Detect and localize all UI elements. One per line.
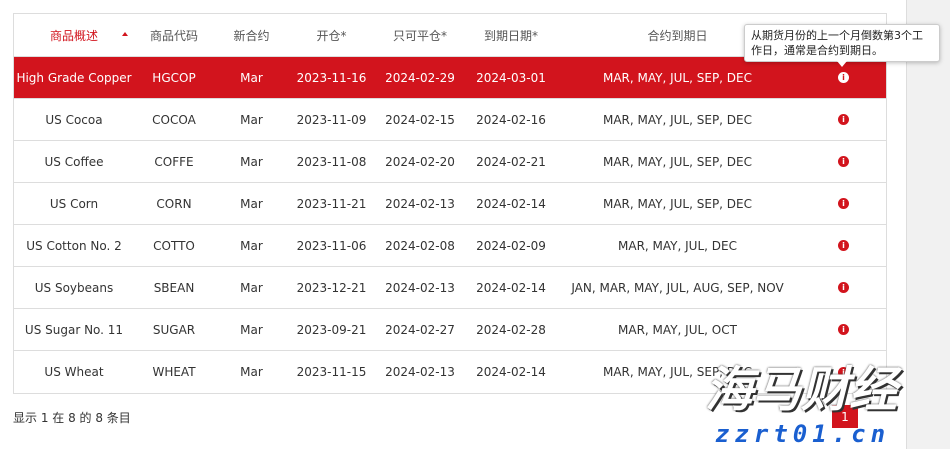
table-cell: 2023-11-15 <box>296 365 367 379</box>
table-cell: SUGAR <box>152 322 196 337</box>
table-cell: Mar <box>240 238 263 253</box>
table-cell: MAR, MAY, JUL, SEP, DEC <box>602 365 753 379</box>
page-button[interactable]: 1 <box>832 405 858 428</box>
table-cell: 2024-02-13 <box>385 280 455 295</box>
info-icon[interactable]: i <box>838 282 849 293</box>
table-cell: Mar <box>240 196 263 211</box>
table-cell: MAR, MAY, JUL, SEP, DEC <box>602 196 753 211</box>
table-cell: 2023-11-16 <box>296 70 367 85</box>
scrollbar-panel <box>906 0 950 449</box>
table-cell: MAR, MAY, JUL, DEC <box>618 238 737 253</box>
table-cell: COTTO <box>153 238 195 253</box>
table-row[interactable]: US Cotton No. 2 COTTO Mar 2023-11-06 2024-02… <box>14 225 886 267</box>
table-cell: 2023-12-21 <box>296 280 367 295</box>
table-cell: US Coffee <box>44 154 104 169</box>
table-cell: MAR, MAY, JUL, OCT <box>618 322 737 337</box>
table-cell: 2024-02-28 <box>476 322 546 337</box>
info-icon[interactable]: i <box>838 72 849 83</box>
table-cell: MAR, MAY, JUL, SEP, DEC <box>602 154 753 169</box>
table-row[interactable]: US Coffee COFFE Mar 2023-11-08 2024-02-20 202… <box>14 141 886 183</box>
table-row[interactable]: US Cocoa COCOA Mar 2023-11-09 2024-02-15 2024… <box>14 99 886 141</box>
table-cell: 2024-02-15 <box>385 112 455 127</box>
info-cell: i <box>799 309 888 350</box>
table-cell: WHEAT <box>152 365 196 379</box>
info-icon[interactable]: i <box>838 156 849 167</box>
table-cell: 2024-02-20 <box>385 154 455 169</box>
info-cell: i <box>799 351 888 393</box>
table-cell: MAR, MAY, JUL, SEP, DEC <box>602 112 753 127</box>
table-cell: HGCOP <box>152 70 196 85</box>
table-cell: Mar <box>240 322 263 337</box>
table-row[interactable]: High Grade Copper HGCOP Mar 2023-11-16 2024-… <box>14 57 886 99</box>
table-cell: 2023-11-09 <box>296 112 367 127</box>
table-cell: 2023-09-21 <box>296 322 367 337</box>
table-cell: CORN <box>156 196 192 211</box>
table-cell: US Wheat <box>44 365 104 379</box>
table-cell: Mar <box>240 112 263 127</box>
table-cell: Mar <box>240 280 263 295</box>
table-row[interactable]: US Sugar No. 11 SUGAR Mar 2023-09-21 2024-02… <box>14 309 886 351</box>
table-cell: COCOA <box>152 112 196 127</box>
table-cell: Mar <box>240 365 263 379</box>
table-cell: 2024-02-27 <box>385 322 455 337</box>
info-icon[interactable]: i <box>838 366 849 378</box>
table-cell: COFFE <box>154 154 194 169</box>
table-cell: 2023-11-21 <box>296 196 367 211</box>
info-cell: i <box>799 57 888 98</box>
table-row[interactable]: US Soybeans SBEAN Mar 2023-12-21 2024-02-13 2… <box>14 267 886 309</box>
table-cell: 2023-11-08 <box>296 154 367 169</box>
table-cell: 2024-02-14 <box>476 280 546 295</box>
column-header[interactable]: 开仓* <box>316 28 347 43</box>
info-cell: i <box>799 225 888 266</box>
table-cell: 2024-02-16 <box>476 112 546 127</box>
table-cell: 2024-02-09 <box>476 238 546 253</box>
table-cell: US Sugar No. 11 <box>24 322 124 337</box>
info-icon[interactable]: i <box>838 240 849 251</box>
table-cell: 2024-02-29 <box>385 70 455 85</box>
table-cell: 2024-02-14 <box>476 196 546 211</box>
table-cell: Mar <box>240 154 263 169</box>
watermark: 海马财经 <box>705 362 898 418</box>
table-cell: JAN, MAR, MAY, JUL, AUG, SEP, NOV <box>571 280 784 295</box>
column-header[interactable]: 商品概述 <box>49 28 98 43</box>
table-cell: 2024-02-08 <box>385 238 455 253</box>
table: 商品概述 商品代码 新合约 开仓* 只可平仓* 到期日期* 合约到期日 High Grade … <box>13 13 887 394</box>
table-cell: Mar <box>240 70 263 85</box>
column-header[interactable]: 新合约 <box>233 28 270 43</box>
table-row[interactable]: US Wheat WHEAT Mar 2023-11-15 2024-02-13 2024… <box>14 351 886 393</box>
table-cell: MAR, MAY, JUL, SEP, DEC <box>602 70 753 85</box>
table-info: 显示 1 在 8 的 8 条目 <box>13 411 131 425</box>
info-cell: i <box>799 267 888 308</box>
table-cell: US Corn <box>49 196 99 211</box>
info-cell: i <box>799 141 888 182</box>
table-row[interactable]: US Corn CORN Mar 2023-11-21 2024-02-13 2024-0… <box>14 183 886 225</box>
table-cell: SBEAN <box>153 280 195 295</box>
tooltip: 从期货月份的上一个月倒数第3个工作日，通常是合约到期日。 <box>744 24 940 67</box>
column-header[interactable]: 只可平仓* <box>392 28 447 43</box>
info-icon[interactable]: i <box>838 324 849 335</box>
table-cell: 2024-02-21 <box>476 154 546 169</box>
table-cell: US Cotton No. 2 <box>26 238 122 253</box>
table-cell: 2023-11-06 <box>296 238 367 253</box>
table-cell: US Soybeans <box>34 280 114 295</box>
table-cell: High Grade Copper <box>16 70 132 85</box>
info-icon[interactable]: i <box>838 198 849 209</box>
sort-icon <box>122 32 128 36</box>
info-cell: i <box>799 99 888 140</box>
table-cell: 2024-02-13 <box>385 365 455 379</box>
info-icon[interactable]: i <box>838 114 849 125</box>
column-header[interactable]: 到期日期* <box>483 28 538 43</box>
table-cell: 2024-03-01 <box>476 70 546 85</box>
column-header[interactable]: 商品代码 <box>149 28 198 43</box>
table-cell: 2024-02-14 <box>476 365 546 379</box>
column-header[interactable]: 合约到期日 <box>647 28 708 43</box>
table-cell: US Cocoa <box>45 112 103 127</box>
watermark-site: zzrt01.cn <box>715 420 891 448</box>
info-cell: i <box>799 183 888 224</box>
table-cell: 2024-02-13 <box>385 196 455 211</box>
header-row: 商品概述 商品代码 新合约 开仓* 只可平仓* 到期日期* 合约到期日 <box>14 14 886 57</box>
